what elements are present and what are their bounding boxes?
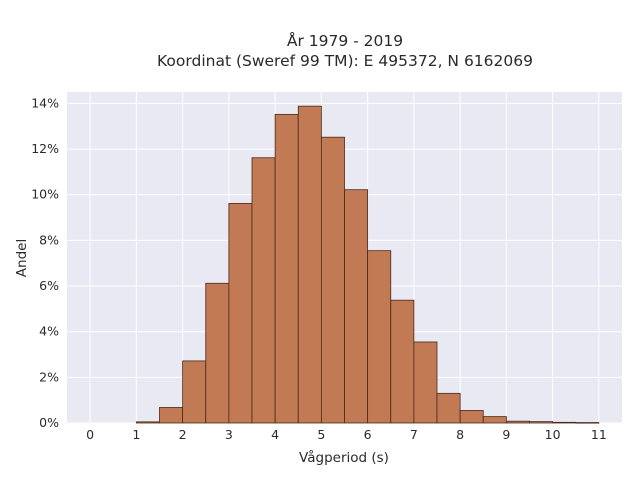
- x-tick-label: 8: [456, 427, 464, 442]
- histogram-bar: [413, 341, 438, 424]
- y-tick-label: 12%: [31, 141, 59, 156]
- y-tick-label: 14%: [31, 95, 59, 110]
- y-axis-ticks: 0% 2% 4% 6% 8% 10% 12% 14%: [31, 95, 59, 430]
- y-tick-label: 2%: [39, 369, 59, 384]
- y-tick-label: 8%: [39, 232, 59, 247]
- x-tick-label: 9: [502, 427, 510, 442]
- histogram-bar: [367, 250, 392, 424]
- histogram-bar: [390, 299, 415, 424]
- histogram-bar: [482, 416, 507, 424]
- histogram-bar: [297, 105, 322, 424]
- x-tick-label: 10: [545, 427, 561, 442]
- histogram-bar: [205, 282, 230, 424]
- histogram-bar: [575, 422, 600, 424]
- histogram-bar: [251, 157, 276, 424]
- histogram-bars: [135, 105, 600, 424]
- x-tick-label: 4: [271, 427, 279, 442]
- histogram-bar: [135, 421, 160, 424]
- x-axis-ticks: 0 1 2 3 4 5 6 7 8 9 10 11: [86, 427, 607, 442]
- histogram-bar: [505, 420, 530, 424]
- histogram-bar: [274, 113, 299, 424]
- x-tick-label: 1: [132, 427, 140, 442]
- histogram-bar: [459, 410, 484, 424]
- y-tick-label: 0%: [39, 415, 59, 430]
- x-tick-label: 2: [179, 427, 187, 442]
- y-tick-label: 6%: [39, 278, 59, 293]
- x-axis-label: Vågperiod (s): [299, 449, 389, 466]
- y-tick-label: 10%: [31, 187, 59, 202]
- x-tick-label: 3: [225, 427, 233, 442]
- histogram-bar: [182, 360, 207, 424]
- histogram-bar: [436, 392, 461, 424]
- histogram-bar: [552, 421, 577, 424]
- chart-subtitle: Koordinat (Sweref 99 TM): E 495372, N 61…: [157, 52, 533, 70]
- y-tick-label: 4%: [39, 324, 59, 339]
- y-axis-label: Andel: [14, 239, 30, 277]
- histogram-bar: [320, 136, 345, 424]
- chart-title: År 1979 - 2019: [287, 31, 403, 50]
- histogram-bar: [228, 202, 253, 424]
- x-tick-label: 7: [410, 427, 418, 442]
- x-tick-label: 0: [86, 427, 94, 442]
- x-tick-label: 11: [591, 427, 607, 442]
- histogram-bar: [529, 421, 554, 424]
- histogram-bar: [159, 407, 184, 424]
- x-tick-label: 6: [364, 427, 372, 442]
- x-tick-label: 5: [317, 427, 325, 442]
- histogram-bar: [344, 189, 369, 424]
